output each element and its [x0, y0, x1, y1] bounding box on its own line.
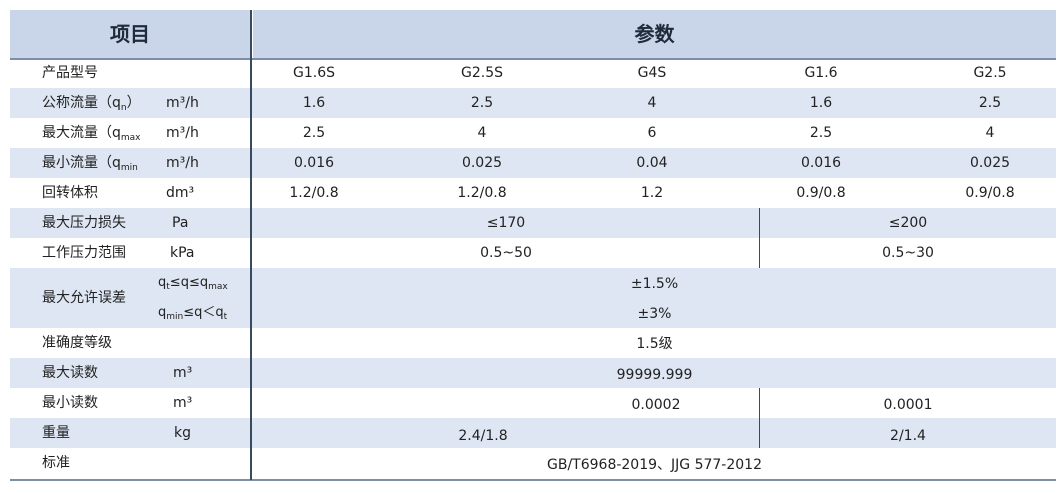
- value-cell: 1.2: [640, 185, 664, 201]
- row-label-accuracy: 准确度等级: [42, 335, 112, 351]
- unit-weight: kg: [174, 425, 191, 441]
- merged-value-cell: 1.5级: [636, 336, 673, 352]
- header-col-params: 参数: [253, 10, 1056, 58]
- merged-value-cell: ≤200: [888, 215, 928, 231]
- column-divider: [250, 10, 252, 480]
- row-band: [10, 148, 1056, 178]
- value-cell: 0.9/0.8: [965, 185, 1015, 201]
- merged-value-cell: 99999.999: [616, 367, 693, 383]
- row-label-max-pressure-loss: 最大压力损失: [42, 215, 126, 231]
- model-cell: G2.5: [973, 65, 1007, 81]
- row-label-weight: 重量: [42, 425, 70, 441]
- header-rule: [10, 58, 1056, 60]
- value-cell: 2.5: [978, 95, 1002, 111]
- unit-min-reading: m³: [173, 395, 193, 411]
- row-label-min-reading: 最小读数: [42, 395, 98, 411]
- value-cell: 1.6: [302, 95, 326, 111]
- row-label-pressure-range: 工作压力范围: [42, 245, 126, 261]
- row-label-standard: 标准: [42, 455, 70, 471]
- condition-low-range: qmin≤q＜qt: [158, 305, 228, 322]
- header-col-item: 项目: [10, 10, 250, 58]
- value-cell: 2.5: [809, 125, 833, 141]
- merged-value-cell: 0.5~30: [882, 245, 934, 261]
- value-cell: 1.2/0.8: [289, 185, 339, 201]
- value-cell: 1.6: [809, 95, 833, 111]
- value-cell: 2.5: [302, 125, 326, 141]
- condition-high-range: qt≤q≤qmax: [158, 275, 228, 292]
- header-params-label: 参数: [634, 22, 675, 46]
- row-label-model: 产品型号: [42, 65, 98, 81]
- value-cell: 4: [985, 125, 995, 141]
- merged-value-cell: ±1.5%: [630, 276, 679, 292]
- model-cell: G4S: [637, 65, 667, 81]
- model-cell: G1.6S: [293, 65, 335, 81]
- unit-cyclic-volume: dm³: [166, 185, 195, 201]
- merged-value-cell: 0.0001: [883, 397, 933, 413]
- model-cell: G2.5S: [461, 65, 503, 81]
- value-cell: 4: [647, 95, 657, 111]
- unit-min-flow: m³/h: [166, 155, 199, 171]
- row-band: [10, 208, 1056, 238]
- header-item-label: 项目: [110, 22, 150, 46]
- unit-max-flow: m³/h: [166, 125, 199, 141]
- row-label-max-reading: 最大读数: [42, 365, 98, 381]
- row-band: [10, 268, 1056, 328]
- bottom-rule: [10, 479, 1056, 481]
- column-divider-partial: [759, 388, 760, 448]
- value-cell: 0.016: [800, 155, 842, 171]
- row-label-cyclic-volume: 回转体积: [42, 185, 98, 201]
- row-label-nominal-flow: 公称流量（qn）: [42, 95, 141, 113]
- value-cell: 0.025: [461, 155, 503, 171]
- value-cell: 1.2/0.8: [457, 185, 507, 201]
- merged-value-cell: ≤170: [486, 215, 526, 231]
- unit-pressure-range: kPa: [170, 245, 195, 261]
- value-cell: 0.025: [969, 155, 1011, 171]
- column-divider-partial: [759, 208, 760, 268]
- value-cell: 4: [477, 125, 487, 141]
- merged-value-cell: 2.4/1.8: [458, 428, 508, 444]
- unit-max-reading: m³: [173, 365, 193, 381]
- row-band: [10, 88, 1056, 118]
- row-band: [10, 358, 1056, 388]
- merged-value-cell: 2/1.4: [890, 428, 926, 444]
- value-cell: 2.5: [470, 95, 494, 111]
- unit-max-pressure-loss: Pa: [172, 215, 189, 231]
- value-cell: 0.9/0.8: [796, 185, 846, 201]
- merged-value-cell: ±3%: [637, 306, 672, 322]
- value-cell: 0.016: [293, 155, 335, 171]
- value-cell: 0.04: [636, 155, 668, 171]
- merged-value-cell: 0.5~50: [480, 245, 532, 261]
- row-label-max-flow: 最大流量（qmax: [42, 125, 141, 143]
- value-cell: 6: [647, 125, 657, 141]
- row-label-max-error: 最大允许误差: [42, 290, 126, 306]
- merged-value-cell: GB/T6968-2019、JJG 577-2012: [547, 457, 762, 473]
- unit-nominal-flow: m³/h: [166, 95, 199, 111]
- model-cell: G1.6: [804, 65, 838, 81]
- merged-value-cell: 0.0002: [631, 397, 681, 413]
- row-band: [10, 418, 1056, 448]
- row-label-min-flow: 最小流量（qmin: [42, 155, 138, 173]
